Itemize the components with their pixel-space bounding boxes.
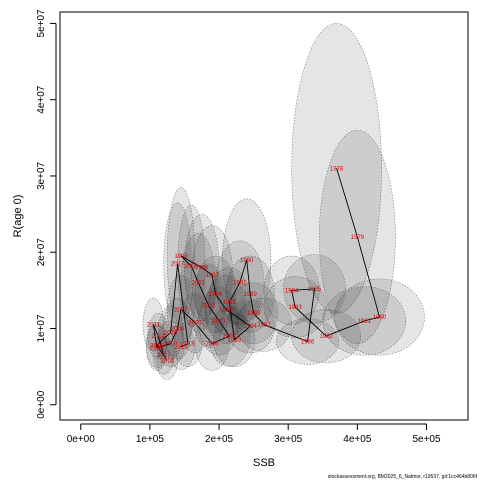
- year-label-1978: 1978: [330, 166, 344, 172]
- year-label-1988: 1988: [247, 311, 261, 317]
- y-axis-title: R(age 0): [12, 195, 24, 238]
- year-label-1998: 1998: [195, 265, 209, 271]
- year-label-1997: 1997: [205, 273, 219, 279]
- year-label-1992: 1992: [223, 300, 237, 306]
- year-label-1982: 1982: [320, 334, 334, 340]
- year-label-2015: 2015: [150, 343, 164, 349]
- y-tick-label: 4e+07: [36, 85, 47, 114]
- year-label-2000: 2000: [185, 264, 199, 270]
- year-label-2005: 2005: [205, 342, 219, 348]
- year-label-2010: 2010: [150, 346, 164, 352]
- year-label-2012: 2012: [152, 334, 166, 340]
- year-label-1984: 1984: [285, 288, 299, 294]
- year-label-2006: 2006: [188, 320, 202, 326]
- year-label-1991: 1991: [233, 281, 247, 287]
- year-label-1981: 1981: [358, 319, 372, 325]
- year-label-1986: 1986: [301, 339, 315, 345]
- y-tick-label: 3e+07: [36, 161, 47, 190]
- plot-frame: [59, 11, 469, 421]
- year-label-1987: 1987: [257, 323, 271, 329]
- year-label-2016: 2016: [164, 330, 178, 336]
- x-tick-label: 5e+05: [412, 434, 441, 445]
- year-label-1985: 1985: [308, 287, 322, 293]
- year-label-1989: 1989: [243, 292, 257, 298]
- year-label-2019: 2019: [174, 345, 188, 351]
- year-label-2007: 2007: [174, 307, 188, 313]
- y-tick-label: 5e+07: [36, 9, 47, 38]
- year-label-2011: 2011: [147, 323, 161, 329]
- year-label-1983: 1983: [288, 305, 302, 311]
- x-axis-title: SSB: [253, 457, 275, 469]
- year-trajectory-line: [152, 168, 381, 361]
- year-label-2001: 2001: [192, 281, 206, 287]
- year-label-2009: 2009: [164, 342, 178, 348]
- y-tick-label: 0e+00: [36, 390, 47, 419]
- year-label-1995: 1995: [219, 307, 233, 313]
- year-label-1980: 1980: [373, 315, 387, 321]
- year-label-1993: 1993: [228, 338, 242, 344]
- y-axis: 0e+00 1e+07 2e+07 3e+07 4e+07 5e+07: [36, 9, 57, 419]
- year-label-2013: 2013: [157, 353, 171, 359]
- x-axis: 0e+00 1e+05 2e+05 3e+05 4e+05 5e+05: [67, 423, 441, 445]
- x-tick-label: 2e+05: [205, 434, 234, 445]
- year-path: [152, 168, 381, 361]
- uncertainty-ellipse-2014: [156, 341, 178, 380]
- year-label-1999: 1999: [174, 254, 188, 260]
- year-label-2017: 2017: [171, 262, 185, 268]
- year-label-1994: 1994: [243, 324, 257, 330]
- year-label-2008: 2008: [171, 326, 185, 332]
- year-label-2004: 2004: [223, 334, 237, 340]
- x-tick-label: 3e+05: [274, 434, 303, 445]
- year-label-2018: 2018: [181, 342, 195, 348]
- year-label-1996: 1996: [209, 292, 223, 298]
- year-label-1979: 1979: [351, 235, 365, 241]
- year-label-2003: 2003: [212, 319, 226, 325]
- year-label-1990: 1990: [240, 258, 254, 264]
- x-tick-label: 0e+00: [67, 434, 96, 445]
- y-tick-label: 1e+07: [36, 314, 47, 343]
- year-label-2014: 2014: [161, 359, 175, 365]
- y-tick-label: 2e+07: [36, 238, 47, 267]
- x-tick-label: 4e+05: [343, 434, 372, 445]
- source-footer: stockassessment.org, BM2025_6_Natmor, r1…: [328, 474, 478, 480]
- x-tick-label: 1e+05: [136, 434, 165, 445]
- year-label-2002: 2002: [202, 304, 216, 310]
